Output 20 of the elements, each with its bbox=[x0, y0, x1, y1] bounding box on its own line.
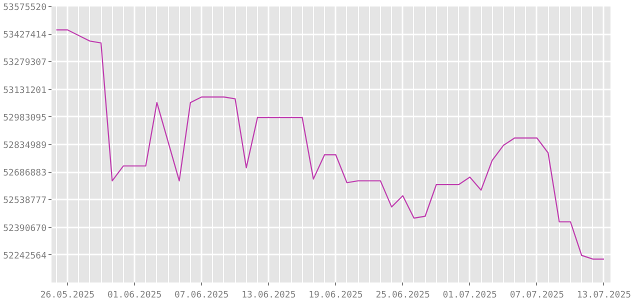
y-tick-label: 52538777 bbox=[3, 196, 47, 206]
y-tick-label: 53575520 bbox=[3, 3, 47, 13]
x-tick-label: 26.05.2025 bbox=[40, 290, 95, 300]
x-tick-label: 13.06.2025 bbox=[242, 290, 296, 300]
y-tick-label: 52390670 bbox=[3, 224, 47, 234]
y-tick-label: 52686883 bbox=[3, 168, 47, 179]
x-tick-label: 07.06.2025 bbox=[174, 290, 229, 300]
x-tick-label: 19.06.2025 bbox=[308, 290, 363, 300]
y-tick-label: 53427414 bbox=[3, 30, 47, 41]
x-tick-label: 07.07.2025 bbox=[510, 290, 564, 300]
y-tick-label: 52242564 bbox=[3, 251, 47, 262]
x-tick-label: 25.06.2025 bbox=[376, 290, 430, 300]
y-tick-label: 53131201 bbox=[3, 86, 47, 96]
line-series bbox=[56, 29, 605, 260]
x-tick-label: 01.07.2025 bbox=[442, 290, 497, 300]
y-tick-label: 52834989 bbox=[3, 141, 47, 151]
x-tick-label: 13.07.2025 bbox=[576, 290, 632, 300]
y-tick-label: 53279307 bbox=[3, 58, 47, 68]
x-tick-label: 01.06.2025 bbox=[107, 290, 162, 300]
y-tick-label: 52983095 bbox=[3, 113, 47, 124]
